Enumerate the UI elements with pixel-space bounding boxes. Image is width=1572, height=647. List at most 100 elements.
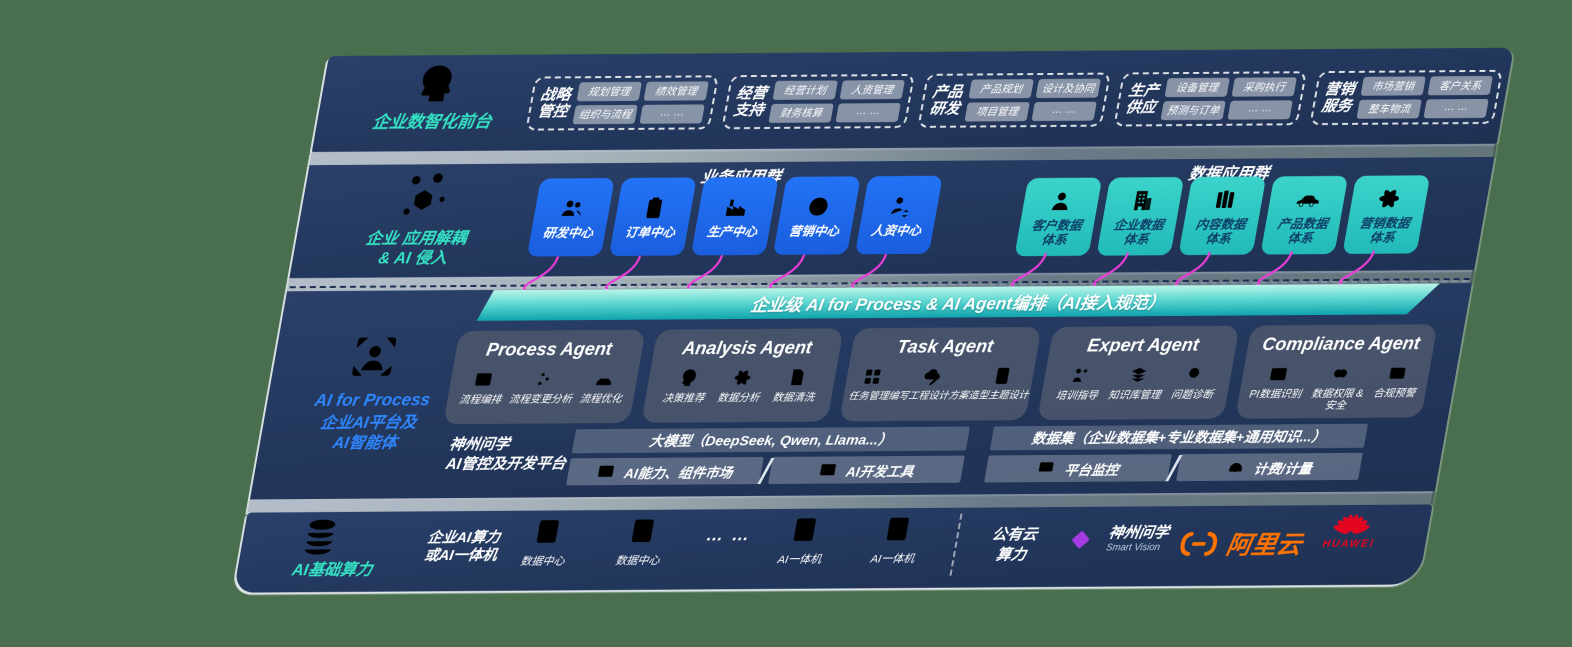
module-pill: … …	[1423, 98, 1489, 119]
alibaba-bracket-icon	[1180, 531, 1218, 557]
infrastructure-label: AI基础算力	[290, 561, 374, 580]
ai-platform-label: 企业AI平台及 AI智能体	[318, 414, 418, 453]
layers-icon	[1126, 364, 1151, 385]
alibaba-cloud-logo: 阿里云	[1176, 525, 1305, 562]
scan-person-icon	[342, 329, 406, 383]
node-datacenter-2: 数据中心	[599, 516, 682, 569]
module-pill: 经营计划	[772, 80, 838, 100]
app-box-hr-center: 人资中心	[854, 175, 943, 255]
clipboard-icon	[639, 194, 670, 220]
group-name: 生产 供应	[1124, 81, 1161, 117]
module-pill: … …	[835, 103, 901, 123]
dataset-header-bar: 数据集（企业数据集+专业数据集+通用知识...）	[989, 423, 1369, 451]
link-rings-icon	[1329, 363, 1354, 384]
building-icon	[1128, 187, 1159, 213]
group-name: 战略 管控	[536, 86, 573, 121]
ai-for-process-label: AI for Process	[313, 390, 432, 411]
hr-person-icon	[885, 192, 916, 218]
public-cloud-label: 公有云 算力	[990, 526, 1039, 564]
sliders-icon	[532, 368, 557, 389]
node-ai-appliance-2: AI一体机	[854, 514, 937, 567]
agent-card-compliance: Compliance Agent PI数据识别 数据权限 & 安全 合规预警	[1235, 324, 1438, 419]
module-pill: 规划管理	[576, 81, 642, 102]
group-strategy-control: 战略 管控 规划管理 绩效管理 组织与流程 … …	[525, 75, 719, 131]
module-pill: … …	[639, 104, 705, 124]
agent-capability: 任务管理	[847, 366, 894, 403]
module-pill: 设备管理	[1164, 77, 1230, 98]
atom-icon	[1374, 185, 1405, 211]
node-ai-appliance-1: AI一体机	[761, 514, 844, 567]
module-pill: 设计及协同	[1035, 78, 1101, 99]
group-name: 产品 研发	[928, 83, 965, 118]
agent-card-analysis: Analysis Agent 决策推荐 数据分析 数据清洗	[641, 328, 844, 423]
task-grid-icon	[860, 366, 885, 387]
ai-dev-tools-cell: AI开发工具	[767, 455, 965, 484]
module-pill: 绩效管理	[643, 81, 709, 101]
front-office-label: 企业数智化前台	[370, 111, 494, 132]
agent-capability: 流程变更分析	[508, 368, 578, 406]
monitor-icon	[1035, 459, 1057, 478]
group-name: 经营 支持	[732, 84, 769, 120]
id-card-icon	[1267, 363, 1292, 384]
brain-head-icon	[410, 60, 465, 107]
huawei-flower-icon	[1333, 514, 1370, 534]
teacher-icon	[1068, 365, 1093, 386]
agent-capability: 合规预警	[1372, 362, 1421, 400]
columns-icon	[1210, 186, 1241, 212]
agent-card-task: Task Agent 任务管理 编写工程设计方案 造型主题设计	[839, 327, 1042, 422]
node-datacenter-1: 数据中心	[504, 516, 587, 569]
huawei-logo: HUAWEI	[1322, 507, 1381, 550]
mail-alert-icon	[1386, 362, 1411, 383]
gauge-icon	[1225, 458, 1247, 477]
molecule-icon	[394, 171, 453, 221]
module-pill: 产品规划	[968, 79, 1034, 99]
module-pill: … …	[1031, 101, 1097, 122]
cloud-pen-icon	[920, 366, 945, 387]
team-icon	[557, 195, 588, 221]
atom-icon	[730, 367, 755, 388]
app-box-marketing-center: 营销中心	[772, 176, 861, 255]
app-box-production-center: 生产中心	[690, 176, 779, 256]
architecture-diagram: 企业数智化前台 战略 管控 规划管理 绩效管理 组织与流程 … … 经营 支持 经营…	[233, 42, 1515, 596]
diagnose-icon	[1183, 364, 1208, 385]
model-platform-group: 大模型（DeepSeek, Qwen, Llama...） AI能力、组件市场 …	[566, 426, 971, 486]
module-pill: … …	[1227, 100, 1293, 120]
server-icon	[880, 514, 915, 544]
group-production-supply: 生产 供应 设备管理 采购执行 预测与订单 … …	[1113, 71, 1307, 127]
agent-capability: 造型主题设计	[967, 365, 1034, 402]
agent-capability: 流程编排	[458, 369, 507, 406]
dataset-platform-group: 数据集（企业数据集+专业数据集+通用知识...） 平台监控 计费/计量	[984, 423, 1369, 483]
agent-capability: 数据清洗	[771, 367, 820, 404]
group-name: 营销 服务	[1320, 80, 1357, 116]
tablet-check-icon	[990, 365, 1015, 386]
agent-capability: 流程优化	[579, 368, 628, 405]
server-icon	[530, 516, 565, 546]
agent-capability: 问题诊断	[1170, 364, 1219, 401]
machine-icon	[592, 368, 617, 389]
app-box-order-center: 订单中心	[608, 177, 697, 257]
decision-head-icon	[675, 367, 700, 388]
app-box-rd-center: 研发中心	[526, 178, 615, 257]
agent-capability: 数据分析	[716, 367, 765, 404]
target-icon	[803, 193, 834, 219]
llm-header-bar: 大模型（DeepSeek, Qwen, Llama...）	[571, 426, 971, 454]
flow-icon	[471, 369, 496, 390]
server-icon	[625, 516, 660, 546]
agent-capability: PI数据识别	[1248, 363, 1307, 401]
group-marketing-service: 营销 服务 市场营销 客户关系 整车物流 … …	[1309, 69, 1503, 126]
module-pill: 人资管理	[839, 79, 905, 100]
ai-capability-market-cell: AI能力、组件市场	[566, 456, 764, 486]
document-icon	[785, 367, 810, 388]
window-pen-icon	[817, 460, 839, 479]
group-product-rd: 产品 研发 产品规划 设计及协同 项目管理 … …	[917, 72, 1111, 128]
group-operation-support: 经营 支持 经营计划 人资管理 财务核算 … …	[721, 73, 915, 130]
module-pill: 采购执行	[1231, 77, 1297, 97]
module-pill: 财务核算	[768, 103, 834, 123]
database-icon	[294, 515, 346, 559]
module-pill: 预测与订单	[1160, 100, 1226, 121]
agent-capability: 培训指导	[1055, 365, 1104, 402]
platform-monitor-cell: 平台监控	[984, 454, 1172, 483]
shenzhou-wenxue-logo: 神州问学 Smart Vision	[1058, 520, 1171, 559]
module-pill: 整车物流	[1356, 99, 1422, 119]
ellipsis-more-nodes: … …	[704, 525, 754, 545]
